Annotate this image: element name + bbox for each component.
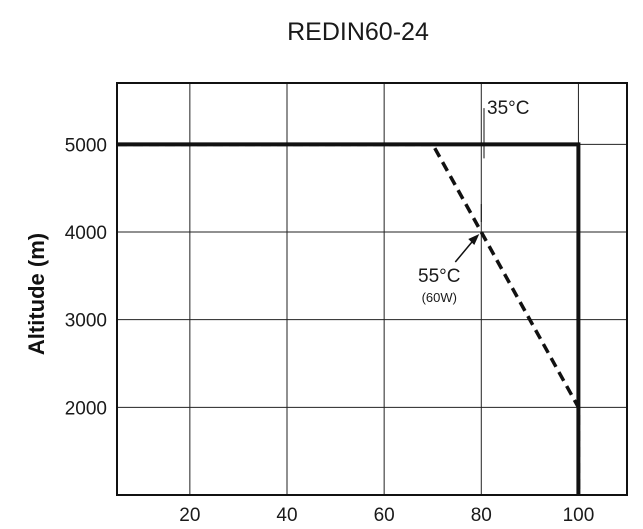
y-axis-label: Altitude (m) (24, 233, 49, 355)
plot-frame (116, 82, 628, 496)
x-tick-label-20: 20 (179, 505, 200, 526)
y-tick-label-4000: 4000 (65, 223, 107, 244)
y-tick-label-2000: 2000 (65, 398, 107, 419)
tick-labels: 20 40 60 80 100 2000 3000 4000 5000 (65, 135, 595, 526)
annotation-35c: 35°C (487, 98, 529, 119)
annotation-arrowhead (468, 234, 480, 246)
x-tick-label-40: 40 (276, 505, 297, 526)
x-tick-label-100: 100 (563, 505, 595, 526)
annotation-55c-power: (60W) (422, 290, 457, 305)
y-tick-label-3000: 3000 (65, 311, 107, 332)
y-tick-label-5000: 5000 (65, 135, 107, 156)
annotation-55c: 55°C (418, 266, 460, 287)
annotations: 35°C 55°C (60W) (418, 98, 529, 305)
chart-title: REDIN60-24 (287, 18, 429, 46)
x-tick-label-80: 80 (471, 505, 492, 526)
x-tick-label-60: 60 (374, 505, 395, 526)
series-layer (117, 142, 581, 495)
series-line-1 (117, 142, 581, 495)
